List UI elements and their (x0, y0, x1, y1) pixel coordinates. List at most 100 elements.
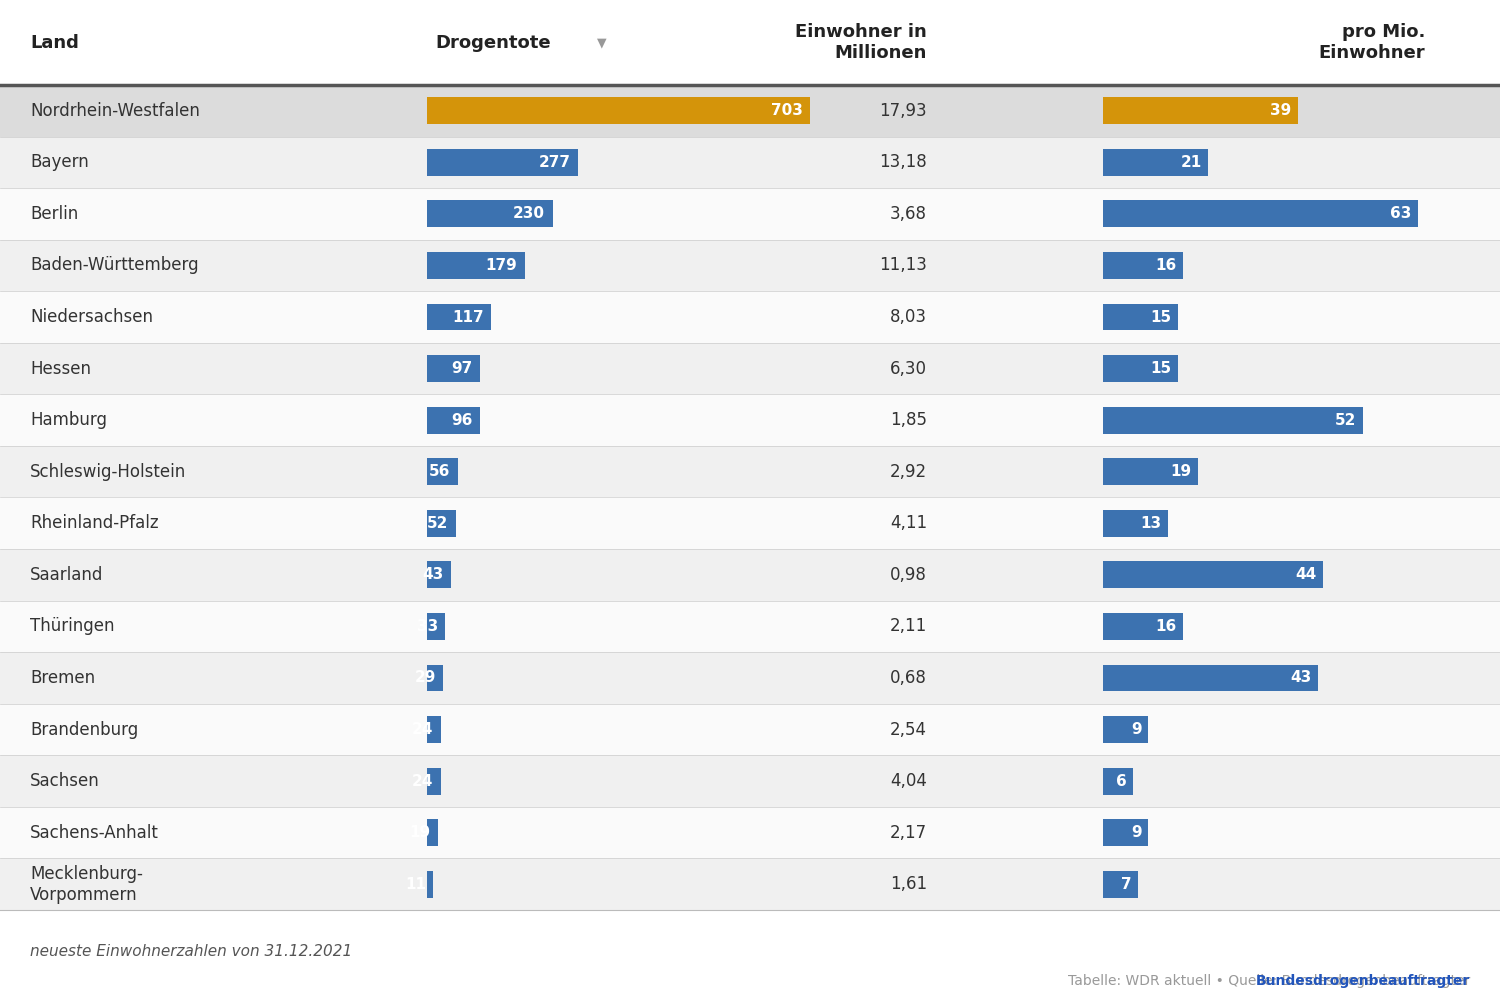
FancyBboxPatch shape (0, 601, 1500, 652)
FancyBboxPatch shape (427, 716, 441, 743)
Text: Baden-Württemberg: Baden-Württemberg (30, 256, 198, 274)
FancyBboxPatch shape (0, 343, 1500, 394)
FancyBboxPatch shape (0, 498, 1500, 549)
Text: 15: 15 (1150, 310, 1172, 325)
FancyBboxPatch shape (0, 549, 1500, 601)
FancyBboxPatch shape (0, 137, 1500, 188)
Text: 0,68: 0,68 (890, 669, 927, 687)
Text: ▼: ▼ (597, 36, 606, 49)
FancyBboxPatch shape (0, 755, 1500, 807)
Text: neueste Einwohnerzahlen von 31.12.2021: neueste Einwohnerzahlen von 31.12.2021 (30, 944, 352, 960)
FancyBboxPatch shape (1102, 871, 1137, 898)
Text: 21: 21 (1180, 155, 1202, 170)
Text: 4,11: 4,11 (890, 514, 927, 532)
FancyBboxPatch shape (427, 407, 480, 434)
Text: Tabelle: WDR aktuell • Quelle: Bundesdrogenbeauftragter: Tabelle: WDR aktuell • Quelle: Bundesdro… (1068, 974, 1470, 988)
FancyBboxPatch shape (1102, 252, 1182, 279)
FancyBboxPatch shape (1102, 407, 1362, 434)
Text: 1,85: 1,85 (890, 411, 927, 429)
FancyBboxPatch shape (0, 807, 1500, 858)
Text: 2,54: 2,54 (890, 721, 927, 739)
FancyBboxPatch shape (1102, 768, 1132, 794)
Text: 97: 97 (452, 361, 472, 376)
Text: 17,93: 17,93 (879, 102, 927, 120)
FancyBboxPatch shape (1102, 819, 1148, 846)
FancyBboxPatch shape (427, 304, 490, 330)
Text: 52: 52 (1335, 413, 1356, 428)
Text: Bundesdrogenbeauftragter: Bundesdrogenbeauftragter (1256, 974, 1470, 988)
FancyBboxPatch shape (1102, 149, 1208, 176)
Text: Nordrhein-Westfalen: Nordrhein-Westfalen (30, 102, 200, 120)
Text: 117: 117 (452, 310, 483, 325)
Text: 703: 703 (771, 103, 802, 118)
FancyBboxPatch shape (427, 819, 438, 846)
FancyBboxPatch shape (1102, 304, 1178, 330)
FancyBboxPatch shape (1102, 510, 1167, 537)
Text: 4,04: 4,04 (890, 772, 927, 790)
FancyBboxPatch shape (1102, 613, 1182, 640)
FancyBboxPatch shape (0, 394, 1500, 446)
FancyBboxPatch shape (1102, 97, 1298, 124)
Text: Brandenburg: Brandenburg (30, 721, 138, 739)
Text: Land: Land (30, 33, 80, 51)
FancyBboxPatch shape (427, 768, 441, 794)
FancyBboxPatch shape (0, 85, 1500, 137)
FancyBboxPatch shape (0, 188, 1500, 240)
Text: 24: 24 (411, 722, 434, 737)
Text: 6: 6 (1116, 774, 1126, 789)
FancyBboxPatch shape (427, 510, 456, 537)
FancyBboxPatch shape (0, 0, 1500, 85)
Text: 52: 52 (427, 516, 448, 531)
Text: 29: 29 (414, 670, 436, 685)
Text: 2,17: 2,17 (890, 824, 927, 842)
FancyBboxPatch shape (427, 665, 444, 691)
FancyBboxPatch shape (427, 355, 480, 382)
Text: Niedersachsen: Niedersachsen (30, 308, 153, 326)
Text: pro Mio.
Einwohner: pro Mio. Einwohner (1318, 23, 1425, 62)
Text: 19: 19 (1170, 464, 1191, 479)
Text: 8,03: 8,03 (890, 308, 927, 326)
FancyBboxPatch shape (427, 458, 458, 485)
Text: Sachsen: Sachsen (30, 772, 99, 790)
Text: 19: 19 (410, 825, 430, 840)
FancyBboxPatch shape (1102, 665, 1317, 691)
Text: 16: 16 (1155, 258, 1176, 273)
Text: 0,98: 0,98 (890, 566, 927, 584)
Text: Einwohner in
Millionen: Einwohner in Millionen (795, 23, 927, 62)
Text: Mecklenburg-
Vorpommern: Mecklenburg- Vorpommern (30, 865, 142, 904)
Text: 33: 33 (417, 619, 438, 634)
Text: 44: 44 (1294, 567, 1317, 582)
Text: 13,18: 13,18 (879, 153, 927, 171)
FancyBboxPatch shape (1102, 716, 1148, 743)
FancyBboxPatch shape (0, 446, 1500, 497)
FancyBboxPatch shape (0, 652, 1500, 704)
Text: 230: 230 (513, 206, 544, 221)
Text: 9: 9 (1131, 722, 1142, 737)
Text: 2,11: 2,11 (890, 617, 927, 635)
Text: 96: 96 (452, 413, 472, 428)
Text: 11: 11 (405, 877, 426, 892)
Text: 15: 15 (1150, 361, 1172, 376)
FancyBboxPatch shape (427, 200, 552, 227)
Text: 24: 24 (411, 774, 434, 789)
FancyBboxPatch shape (427, 252, 525, 279)
FancyBboxPatch shape (0, 291, 1500, 343)
Text: 179: 179 (486, 258, 518, 273)
Text: 43: 43 (422, 567, 444, 582)
FancyBboxPatch shape (0, 704, 1500, 755)
Text: Thüringen: Thüringen (30, 617, 114, 635)
Text: Hamburg: Hamburg (30, 411, 106, 429)
Text: Sachens-Anhalt: Sachens-Anhalt (30, 824, 159, 842)
Text: 7: 7 (1120, 877, 1131, 892)
Text: 6,30: 6,30 (890, 360, 927, 378)
FancyBboxPatch shape (427, 149, 578, 176)
FancyBboxPatch shape (1102, 458, 1197, 485)
Text: 11,13: 11,13 (879, 256, 927, 274)
Text: Saarland: Saarland (30, 566, 104, 584)
Text: Rheinland-Pfalz: Rheinland-Pfalz (30, 514, 159, 532)
FancyBboxPatch shape (427, 561, 451, 588)
Text: 43: 43 (1290, 670, 1311, 685)
FancyBboxPatch shape (1102, 561, 1323, 588)
FancyBboxPatch shape (1102, 355, 1178, 382)
FancyBboxPatch shape (427, 871, 433, 898)
